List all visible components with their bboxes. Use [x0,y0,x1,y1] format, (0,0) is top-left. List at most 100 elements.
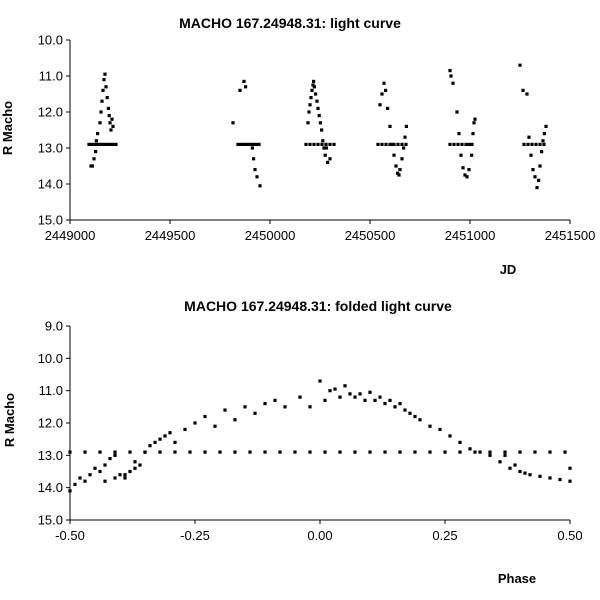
data-point [90,164,94,168]
data-point [498,460,502,464]
data-point [255,175,259,179]
data-point [467,168,471,172]
folded-light-curve-chart: MACHO 167.24948.31: folded light curve R… [2,298,583,586]
data-point [320,128,324,132]
data-point [100,99,104,103]
data-point [98,450,102,454]
data-point [530,142,534,146]
data-point [332,142,336,146]
data-point [114,142,118,146]
data-point [223,408,227,412]
data-point [368,450,372,454]
data-point [248,142,252,146]
data-point [468,447,472,451]
data-point [353,395,357,399]
data-point [449,74,453,78]
data-point [478,450,482,454]
data-point [250,146,254,150]
data-point [148,444,152,448]
data-point [534,142,538,146]
data-point [312,142,316,146]
data-point [459,153,463,157]
data-point [105,96,109,100]
x-tick-label: 2449500 [145,228,196,243]
data-point [542,142,546,146]
data-point [318,121,322,125]
data-point [470,153,474,157]
data-point [323,398,327,402]
data-point [90,142,94,146]
y-tick-label: 11.0 [39,383,63,398]
data-point [383,450,387,454]
data-point [92,157,96,161]
data-point [104,85,108,89]
chart-title: MACHO 167.24948.31: folded light curve [184,298,452,314]
data-point [373,398,377,402]
data-point [73,482,77,487]
data-point [283,405,287,409]
data-point [99,110,103,114]
y-axis-label: R Macho [0,101,15,155]
data-point [452,142,456,146]
data-point [310,88,314,92]
data-point [128,450,132,454]
data-point [488,453,492,457]
y-tick-label: 12.0 [38,416,63,431]
data-point [456,142,460,146]
data-point [451,81,455,85]
data-point [278,450,282,454]
data-point [518,63,522,67]
data-point [94,139,98,143]
data-point [99,142,103,146]
data-point [448,142,452,146]
data-point [248,450,252,454]
data-point [94,150,98,154]
data-point [133,460,137,464]
data-point [465,175,469,179]
data-point [253,411,257,415]
data-point [251,142,255,146]
data-point [263,450,267,454]
data-point [503,453,507,457]
data-point [306,121,310,125]
data-point [316,106,320,110]
data-point [257,142,261,146]
data-point [98,121,102,125]
data-point [537,178,541,182]
data-point [428,424,432,428]
data-point [394,164,398,168]
data-point [308,405,312,409]
data-point [464,142,468,146]
data-point [93,466,97,470]
data-point [96,132,100,136]
data-point [523,471,527,475]
data-point [83,450,87,454]
y-tick-label: 10.0 [38,33,63,48]
data-point [398,168,402,172]
data-point [312,79,316,83]
data-point [308,103,312,107]
data-point [193,421,197,425]
data-point [535,186,539,190]
data-point [78,476,82,480]
data-point [393,405,397,409]
data-point [108,456,112,461]
data-point [548,450,552,454]
data-point [308,450,312,454]
data-point [111,142,115,146]
data-point [314,92,318,96]
data-point [326,160,330,164]
data-point [315,99,319,103]
x-tick-label: 2449000 [45,228,96,243]
data-point [428,450,432,454]
data-point [398,450,402,454]
data-point [118,473,122,477]
data-point [243,405,247,409]
data-point [258,184,262,188]
data-point [568,479,572,483]
data-point [238,88,242,92]
data-point [396,171,400,175]
data-point [527,135,531,139]
data-point [458,450,462,454]
data-point [526,142,530,146]
